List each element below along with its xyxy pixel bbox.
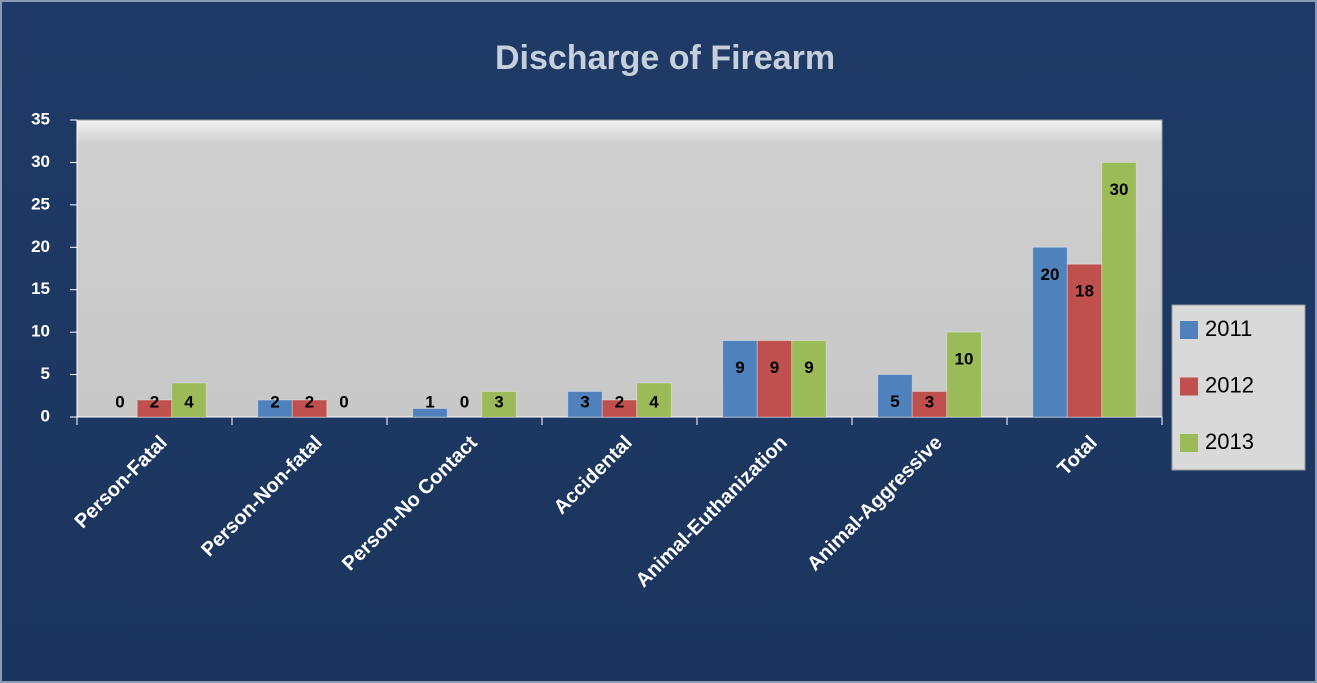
data-label: 3 bbox=[494, 392, 503, 411]
legend-label: 2013 bbox=[1205, 429, 1254, 454]
data-label: 0 bbox=[115, 392, 124, 411]
data-label: 2 bbox=[270, 392, 279, 411]
y-tick-label: 25 bbox=[31, 194, 50, 213]
bar bbox=[946, 331, 982, 418]
data-label: 2 bbox=[150, 392, 159, 411]
y-tick-label: 30 bbox=[31, 152, 50, 171]
bar bbox=[877, 374, 913, 418]
bar bbox=[1032, 246, 1068, 418]
bar bbox=[636, 382, 672, 418]
legend-swatch bbox=[1180, 321, 1198, 339]
bar bbox=[567, 391, 603, 418]
data-label: 0 bbox=[460, 392, 469, 411]
bar bbox=[412, 408, 448, 418]
y-tick-label: 15 bbox=[31, 279, 50, 298]
y-tick-label: 35 bbox=[31, 109, 50, 128]
y-tick-label: 20 bbox=[31, 237, 50, 256]
legend-swatch bbox=[1180, 434, 1198, 452]
data-label: 9 bbox=[770, 358, 779, 377]
data-label: 9 bbox=[735, 358, 744, 377]
bar bbox=[1101, 161, 1137, 418]
bar bbox=[291, 399, 328, 418]
chart-title: Discharge of Firearm bbox=[495, 39, 835, 77]
data-label: 10 bbox=[955, 350, 974, 369]
y-tick-label: 5 bbox=[41, 364, 50, 383]
data-label: 3 bbox=[580, 392, 589, 411]
y-tick-label: 10 bbox=[31, 322, 50, 341]
bar bbox=[481, 391, 517, 418]
data-label: 18 bbox=[1075, 282, 1094, 301]
data-label: 2 bbox=[615, 392, 624, 411]
data-label: 30 bbox=[1110, 180, 1129, 199]
data-label: 9 bbox=[804, 358, 813, 377]
bar bbox=[791, 340, 827, 418]
data-label: 4 bbox=[649, 392, 659, 411]
bar bbox=[911, 391, 948, 418]
data-label: 4 bbox=[184, 392, 194, 411]
data-label: 1 bbox=[425, 392, 434, 411]
data-label: 0 bbox=[339, 392, 348, 411]
bar bbox=[756, 340, 793, 418]
data-label: 20 bbox=[1041, 265, 1060, 284]
plot-area bbox=[76, 119, 1163, 418]
bar bbox=[171, 382, 207, 418]
legend-label: 2012 bbox=[1205, 372, 1254, 397]
data-label: 2 bbox=[305, 392, 314, 411]
data-label: 3 bbox=[925, 392, 934, 411]
legend-swatch bbox=[1180, 377, 1198, 396]
legend-label: 2011 bbox=[1205, 316, 1252, 341]
bar bbox=[1066, 263, 1103, 418]
data-label: 5 bbox=[890, 392, 899, 411]
bar bbox=[722, 340, 758, 418]
y-tick-label: 0 bbox=[41, 406, 50, 425]
